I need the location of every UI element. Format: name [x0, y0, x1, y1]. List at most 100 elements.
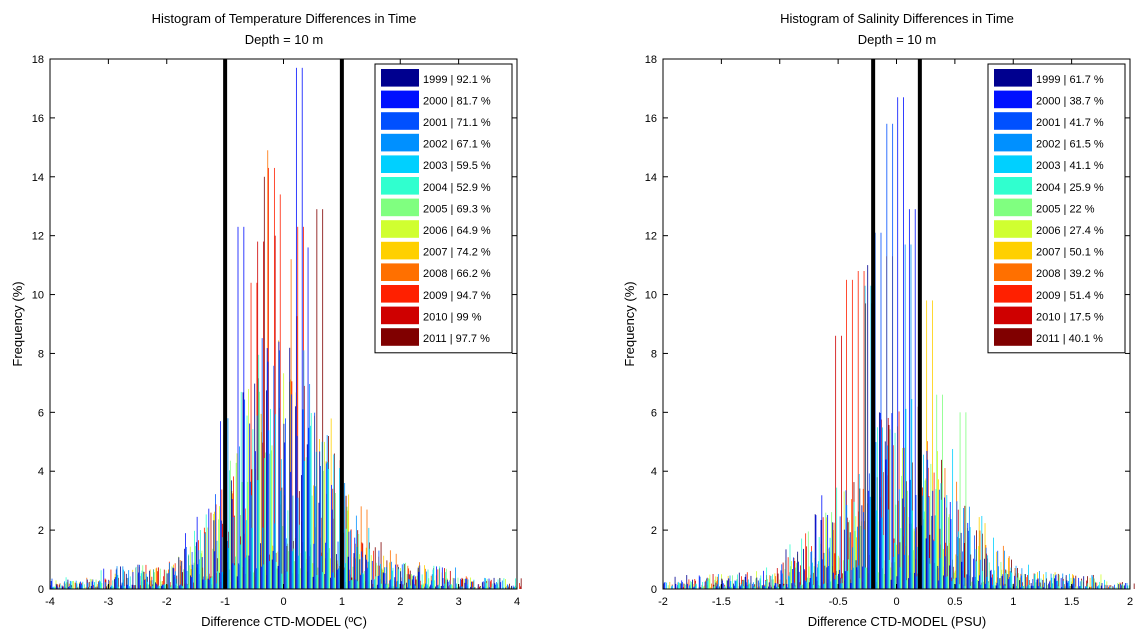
- histogram-bar: [409, 570, 411, 589]
- histogram-bar: [189, 565, 190, 589]
- histogram-bar: [401, 564, 403, 589]
- histogram-bar: [690, 581, 692, 589]
- histogram-bar: [749, 582, 751, 589]
- histogram-bar: [1023, 573, 1025, 589]
- histogram-bar: [372, 583, 374, 589]
- legend-label: 2008 | 66.2 %: [423, 268, 491, 280]
- histogram-bar: [782, 573, 783, 589]
- histogram-bar: [1043, 587, 1045, 589]
- histogram-bar: [777, 573, 779, 589]
- histogram-bar: [793, 582, 795, 589]
- legend-label: 2010 | 17.5 %: [1036, 311, 1104, 323]
- histogram-bar: [375, 562, 377, 589]
- histogram-bar: [993, 570, 995, 589]
- histogram-bar: [297, 497, 299, 589]
- histogram-bar: [466, 578, 467, 589]
- histogram-bar: [906, 580, 908, 589]
- histogram-bar: [67, 579, 69, 589]
- histogram-bar: [192, 564, 194, 589]
- histogram-bar: [1023, 586, 1024, 589]
- histogram-bar: [267, 361, 269, 589]
- histogram-bar: [181, 585, 183, 589]
- histogram-bar: [222, 537, 224, 589]
- histogram-bar: [822, 517, 824, 589]
- histogram-bar: [1100, 585, 1102, 589]
- histogram-bar: [758, 580, 759, 589]
- histogram-bar: [1055, 574, 1057, 589]
- histogram-bar: [947, 576, 948, 589]
- histogram-bar: [385, 583, 386, 589]
- histogram-bar: [303, 350, 305, 589]
- histogram-bar: [248, 555, 250, 589]
- histogram-bar: [907, 490, 908, 589]
- histogram-bar: [94, 582, 95, 589]
- histogram-bar: [221, 571, 223, 589]
- histogram-bar: [1087, 583, 1089, 589]
- histogram-bar: [971, 581, 973, 589]
- histogram-bar: [935, 489, 937, 589]
- histogram-bar: [829, 537, 831, 589]
- histogram-bar: [863, 529, 865, 589]
- histogram-bar: [515, 578, 516, 589]
- histogram-bar: [434, 580, 436, 589]
- histogram-bar: [816, 576, 818, 589]
- histogram-bar: [693, 586, 695, 589]
- histogram-bar: [772, 579, 774, 589]
- histogram-bar: [197, 564, 199, 589]
- histogram-bar: [85, 586, 87, 589]
- histogram-bar: [163, 569, 165, 589]
- histogram-bar: [153, 569, 155, 589]
- histogram-bar: [275, 561, 277, 589]
- histogram-bar: [807, 577, 808, 589]
- histogram-bar: [800, 565, 802, 589]
- histogram-bar: [912, 510, 913, 589]
- histogram-bar: [403, 563, 405, 589]
- histogram-bar: [343, 569, 345, 589]
- histogram-bar: [361, 557, 363, 589]
- histogram-bar: [369, 548, 371, 589]
- histogram-bar: [408, 578, 410, 589]
- y-tick-label: 10: [645, 290, 657, 302]
- histogram-bar: [435, 586, 437, 589]
- legend: 1999 | 61.7 % 2000 | 38.7 % 2001 | 41.7 % 2…: [987, 63, 1126, 354]
- histogram-bar: [851, 279, 853, 589]
- histogram-bar: [777, 587, 779, 589]
- histogram-bar: [1056, 581, 1058, 589]
- histogram-bar: [123, 571, 125, 589]
- histogram-bar: [1109, 586, 1110, 589]
- histogram-bar: [451, 585, 453, 589]
- histogram-bar: [742, 580, 743, 589]
- histogram-bar: [815, 515, 817, 589]
- histogram-bar: [724, 586, 726, 589]
- histogram-bar: [471, 581, 472, 589]
- histogram-bar: [767, 579, 768, 589]
- histogram-bar: [933, 541, 935, 589]
- histogram-bar: [973, 535, 975, 589]
- histogram-bar: [808, 582, 810, 589]
- histogram-bar: [692, 584, 694, 589]
- histogram-bar: [215, 583, 217, 589]
- histogram-bar: [775, 583, 777, 589]
- histogram-bar: [800, 584, 802, 589]
- histogram-bar: [210, 577, 211, 589]
- histogram-bar: [56, 585, 58, 589]
- histogram-bar: [83, 584, 85, 589]
- histogram-bar: [739, 582, 741, 589]
- histogram-bar: [902, 498, 904, 589]
- histogram-bar: [759, 578, 761, 589]
- histogram-bar: [112, 580, 114, 589]
- temperature-histogram: Histogram of Temperature Differences in …: [10, 11, 522, 629]
- histogram-bar: [1068, 573, 1070, 589]
- y-tick-label: 16: [645, 113, 657, 125]
- histogram-bar: [386, 560, 388, 589]
- histogram-bar: [753, 586, 755, 589]
- histogram-bar: [137, 564, 139, 589]
- legend-label: 2007 | 50.1 %: [1036, 247, 1104, 259]
- legend-swatch: [381, 177, 419, 195]
- histogram-bar: [1033, 585, 1034, 589]
- histogram-bar: [374, 579, 376, 589]
- histogram-bar: [408, 568, 410, 589]
- histogram-bar: [1009, 571, 1011, 589]
- histogram-bar: [349, 581, 351, 589]
- histogram-bar: [87, 582, 89, 589]
